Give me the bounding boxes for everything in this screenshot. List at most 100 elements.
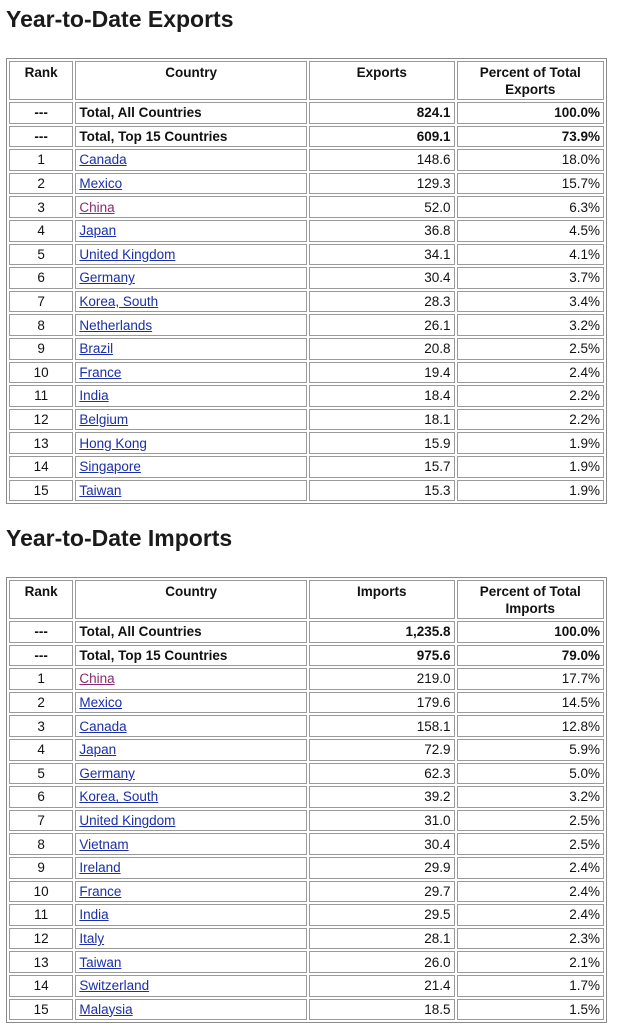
percent-cell: 17.7% [456,668,604,690]
percent-cell: 4.5% [456,219,604,242]
country-link[interactable]: Singapore [79,459,141,475]
country-cell: France [75,361,308,384]
country-link[interactable]: United Kingdom [79,246,176,262]
country-link[interactable]: Belgium [79,412,129,428]
rank-cell: 3 [9,196,74,218]
value-cell: 18.1 [309,408,455,431]
country-link[interactable]: India [79,907,109,923]
value-cell: 1,235.8 [308,621,455,643]
value-cell: 29.5 [308,904,455,926]
percent-cell: 1.9% [456,455,604,478]
value-cell: 148.6 [309,149,455,171]
percent-cell: 5.0% [456,762,604,785]
country-link[interactable]: China [79,199,115,215]
country-link[interactable]: Taiwan [79,482,122,498]
percent-cell: 2.5% [456,337,604,360]
percent-cell: 15.7% [456,172,604,195]
country-cell: Total, Top 15 Countries [75,644,307,667]
percent-cell: 5.9% [456,738,604,761]
country-cell: Ireland [75,856,307,879]
country-header: Country [75,580,307,619]
value-cell: 179.6 [308,691,455,714]
percent-cell: 12.8% [456,715,604,737]
country-cell: Belgium [75,408,308,431]
country-link[interactable]: Japan [79,742,117,758]
value-cell: 30.4 [308,833,455,855]
rank-cell: 12 [9,927,74,950]
country-link[interactable]: Brazil [79,341,114,357]
rank-cell: --- [9,102,74,124]
percent-cell: 100.0% [456,621,604,643]
total-row: --- Total, All Countries 824.1 100.0% [9,102,604,124]
percent-cell: 2.4% [456,361,604,384]
table-row: 2 Mexico 179.6 14.5% [9,691,604,714]
country-cell: Singapore [75,455,308,478]
value-cell: 29.7 [308,880,455,903]
percent-cell: 100.0% [456,102,604,124]
value-cell: 28.1 [308,927,455,950]
country-link[interactable]: Netherlands [79,317,153,333]
imports-table: Rank Country Imports Percent of Total Im… [6,577,607,1024]
rank-cell: 4 [9,738,74,761]
rank-cell: 5 [9,762,74,785]
table-row: 1 Canada 148.6 18.0% [9,149,604,171]
percent-header: Percent of Total Imports [456,580,604,619]
table-row: 10 France 19.4 2.4% [9,361,604,384]
imports-title: Year-to-Date Imports [6,525,233,551]
country-link[interactable]: India [79,388,109,404]
country-link[interactable]: France [79,364,122,380]
rank-cell: 7 [9,290,74,313]
country-link[interactable]: France [79,883,122,899]
rank-cell: --- [9,621,74,643]
imports-header: Imports [308,580,455,619]
country-cell: Mexico [75,691,307,714]
rank-header: Rank [9,580,74,619]
table-row: 8 Vietnam 30.4 2.5% [9,833,604,855]
country-cell: Korea, South [75,290,308,313]
exports-body: --- Total, All Countries 824.1 100.0% --- Tot… [9,102,604,502]
country-link[interactable]: Taiwan [79,954,122,970]
country-link[interactable]: Japan [79,223,117,239]
table-row: 7 United Kingdom 31.0 2.5% [9,809,604,832]
country-link[interactable]: Germany [79,270,135,286]
country-link[interactable]: Canada [79,152,127,168]
country-link[interactable]: Germany [79,765,135,781]
country-link[interactable]: Canada [79,718,127,734]
country-link[interactable]: Mexico [79,176,123,192]
rank-cell: 13 [9,432,74,454]
country-link[interactable]: Hong Kong [79,435,147,451]
percent-cell: 73.9% [456,125,604,148]
rank-cell: 13 [9,951,74,973]
country-link[interactable]: Ireland [79,860,121,876]
country-cell: Hong Kong [75,432,308,454]
country-link[interactable]: United Kingdom [79,813,176,829]
country-link[interactable]: Malaysia [79,1001,133,1017]
value-cell: 28.3 [309,290,455,313]
rank-cell: 11 [9,904,74,926]
table-row: 13 Taiwan 26.0 2.1% [9,951,604,973]
table-row: 11 India 18.4 2.2% [9,385,604,407]
rank-cell: 4 [9,219,74,242]
percent-cell: 18.0% [456,149,604,171]
country-link[interactable]: Mexico [79,695,123,711]
table-row: 8 Netherlands 26.1 3.2% [9,314,604,336]
country-link[interactable]: China [79,671,115,687]
country-link[interactable]: Vietnam [79,836,129,852]
country-cell: Canada [75,715,307,737]
country-cell: China [75,668,307,690]
value-cell: 30.4 [309,267,455,289]
rank-cell: 1 [9,668,74,690]
table-row: 4 Japan 72.9 5.9% [9,738,604,761]
percent-cell: 6.3% [456,196,604,218]
table-row: 2 Mexico 129.3 15.7% [9,172,604,195]
country-link[interactable]: Switzerland [79,978,150,994]
country-link[interactable]: Korea, South [79,294,159,310]
country-cell: India [75,385,308,407]
percent-cell: 1.9% [456,432,604,454]
percent-cell: 1.5% [456,998,604,1021]
table-row: 12 Italy 28.1 2.3% [9,927,604,950]
country-link[interactable]: Italy [79,931,105,947]
value-cell: 26.0 [308,951,455,973]
country-link[interactable]: Korea, South [79,789,159,805]
value-cell: 29.9 [308,856,455,879]
